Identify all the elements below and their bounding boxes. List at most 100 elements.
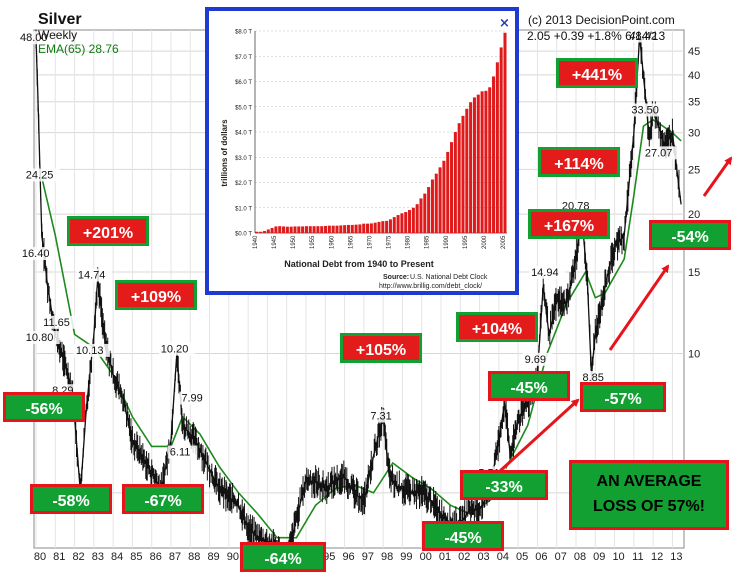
debt-bar [259,231,263,233]
debt-bar [499,47,503,233]
debt-bar [385,220,389,233]
debt-bar [373,222,377,233]
debt-bar [388,219,392,233]
x-tick-label: 98 [381,551,393,563]
debt-bar [339,225,343,233]
change-tag: -58% [30,484,112,514]
debt-bar [297,226,301,233]
price-label-bg [41,315,78,329]
y-tick-label: 10 [688,349,700,361]
debt-bar [282,226,286,233]
debt-bar [331,225,335,233]
x-tick-label: 10 [612,551,624,563]
debt-bar [472,97,476,233]
debt-bar [293,226,297,233]
debt-bar [396,215,400,233]
debt-bar [255,231,259,233]
debt-x-tick: 1970 [368,235,374,249]
debt-bar [492,76,496,233]
debt-bar [350,224,354,233]
price-label: 10.13 [76,345,104,357]
debt-bar [274,226,278,233]
debt-x-tick: 2000 [482,235,488,249]
price-label-bg [522,352,553,366]
x-tick-label: 13 [670,551,682,563]
x-tick-label: 99 [400,551,412,563]
debt-bar [354,224,358,233]
debt-x-tick: 1980 [406,235,412,249]
header-readout: 2.05 +0.39 +1.8% 6/14/13 [527,29,665,43]
debt-bar [262,230,266,233]
debt-x-tick: 1975 [387,235,393,249]
price-label-bg [642,146,679,160]
debt-y-axis: $0.0 T $1.0 T $2.0 T $3.0 T $4.0 T $5.0 T $6.0… [235,30,252,238]
debt-y-tick: $3.0 T [235,156,252,162]
debt-bar [301,226,305,233]
debt-y-tick: $6.0 T [235,80,252,86]
debt-y-tick: $7.0 T [235,55,252,61]
price-label-bg [179,391,209,405]
x-tick-label: 89 [207,551,219,563]
debt-y-tick: $5.0 T [235,105,252,111]
debt-bar [358,224,362,233]
x-tick-label: 84 [111,551,123,563]
price-label-bg [629,103,666,117]
chart-subtitle: Weekly [38,28,77,42]
close-icon[interactable]: × [499,16,510,31]
copyright: (c) 2013 DecisionPoint.com [528,13,675,27]
x-tick-label: 90 [227,551,239,563]
debt-y-tick: $1.0 T [235,206,252,212]
x-tick-label: 07 [555,551,567,563]
x-tick-label: 06 [535,551,547,563]
x-tick-label: 88 [188,551,200,563]
debt-y-tick: $2.0 T [235,181,252,187]
debt-source: U.S. National Debt Clock [410,274,488,281]
x-tick-label: 80 [34,551,46,563]
debt-bar [289,226,293,233]
x-tick-label: 04 [497,551,509,563]
arrows [498,156,733,473]
debt-title: National Debt from 1940 to Present [284,259,434,269]
y-tick-label: 45 [688,46,700,58]
debt-bar [408,210,412,233]
x-tick-label: 81 [53,551,65,563]
y-tick-label: 35 [688,97,700,109]
change-tag: -33% [460,470,548,500]
change-tag: +114% [538,147,620,177]
debt-bar [423,193,427,233]
y-tick-label: 15 [688,267,700,279]
price-label: 10.20 [161,344,189,356]
y-tick-label: 40 [688,70,700,82]
debt-bar [461,115,465,233]
debt-bar [304,226,308,233]
debt-bar [278,226,282,233]
x-tick-label: 83 [92,551,104,563]
price-label: 16.40 [22,248,50,260]
x-tick-label: 95 [323,551,335,563]
summary-line-1: AN AVERAGE [596,473,702,490]
debt-bar [316,226,320,233]
debt-bar [324,225,328,233]
change-tag: -64% [240,542,326,572]
debt-x-tick: 1945 [272,235,278,249]
debt-x-tick: 1950 [291,235,297,249]
debt-bar [484,90,488,233]
debt-source-url: http://www.brillig.com/debt_clock/ [379,283,482,290]
price-label: 6.11 [170,447,191,459]
x-tick-label: 00 [420,551,432,563]
price-label: 10.80 [26,332,54,344]
price-label-bg [75,268,112,282]
price-label: 24.25 [26,169,54,181]
price-series [35,29,682,572]
debt-bar [453,132,457,233]
debt-bar [434,173,438,233]
legend-ema: EMA(65) 28.76 [38,42,119,56]
price-label: 14.74 [78,270,106,282]
debt-bar [480,91,484,233]
price-label-bg [23,168,60,182]
ema-series [41,118,682,539]
debt-x-tick: 1995 [463,235,469,249]
debt-bar [415,204,419,233]
price-label-bg [368,409,398,423]
